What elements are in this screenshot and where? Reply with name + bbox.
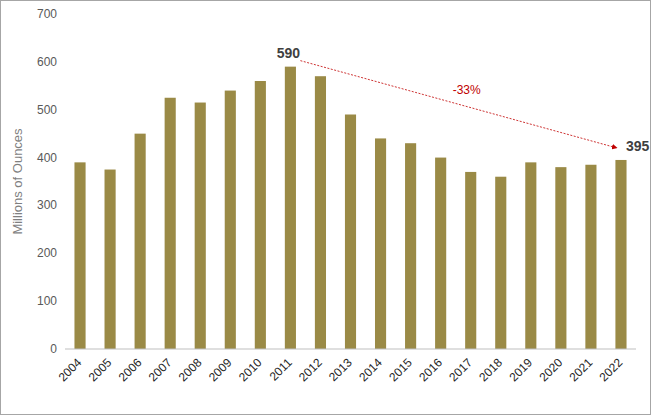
- chart-frame: [1, 1, 651, 415]
- y-tick-label: 200: [37, 246, 57, 260]
- x-tick-label: 2004: [56, 355, 85, 384]
- x-tick-label: 2021: [567, 355, 596, 384]
- bar: [74, 162, 85, 349]
- x-tick-label: 2018: [476, 355, 505, 384]
- bar: [315, 76, 326, 349]
- bar: [585, 165, 596, 349]
- bar: [495, 177, 506, 349]
- bar: [255, 81, 266, 349]
- bar: [345, 115, 356, 350]
- bar: [165, 98, 176, 349]
- bar: [525, 162, 536, 349]
- x-tick-label: 2007: [146, 355, 175, 384]
- annotation-arrow: [300, 61, 617, 148]
- bar: [465, 172, 476, 349]
- x-axis-line: [65, 349, 636, 350]
- y-tick-label: 300: [37, 198, 57, 212]
- x-tick-label: 2015: [386, 355, 415, 384]
- x-tick-label: 2009: [206, 355, 235, 384]
- annotation-text: -33%: [453, 83, 481, 97]
- y-axis-label: Millions of Ounces: [10, 128, 25, 235]
- bar: [375, 138, 386, 349]
- chart-container: 0 100 200 300 400 500 600 700 Millions of Ounces…: [0, 0, 651, 415]
- chart-svg: 0 100 200 300 400 500 600 700 Millions of Ounces…: [0, 0, 651, 415]
- y-tick-label: 500: [37, 103, 57, 117]
- y-tick-label: 600: [37, 55, 57, 69]
- bar: [225, 91, 236, 349]
- x-tick-label: 2016: [416, 355, 445, 384]
- y-tick-label: 400: [37, 151, 57, 165]
- y-tick-label: 100: [37, 294, 57, 308]
- bar: [615, 160, 626, 349]
- x-tick-label: 2013: [326, 355, 355, 384]
- y-tick-label: 0: [50, 342, 57, 356]
- x-tick-label: 2006: [116, 355, 145, 384]
- data-label: 395: [626, 138, 650, 154]
- x-tick-label: 2020: [536, 355, 565, 384]
- x-tick-label: 2011: [267, 355, 295, 383]
- bar: [435, 158, 446, 349]
- data-label: 590: [277, 45, 301, 61]
- x-tick-label: 2017: [446, 355, 475, 384]
- x-tick-label: 2022: [597, 355, 626, 384]
- bar: [285, 67, 296, 349]
- x-tick-label: 2008: [176, 355, 205, 384]
- bar: [405, 143, 416, 349]
- x-tick-label: 2005: [86, 355, 115, 384]
- bar: [195, 103, 206, 349]
- x-tick-label: 2019: [506, 355, 535, 384]
- bar: [105, 170, 116, 349]
- bar: [555, 167, 566, 349]
- x-tick-label: 2012: [296, 355, 325, 384]
- x-tick-label: 2014: [356, 355, 385, 384]
- bars: [74, 67, 626, 349]
- bar: [135, 134, 146, 349]
- y-tick-label: 700: [37, 7, 57, 21]
- x-tick-label: 2010: [236, 355, 265, 384]
